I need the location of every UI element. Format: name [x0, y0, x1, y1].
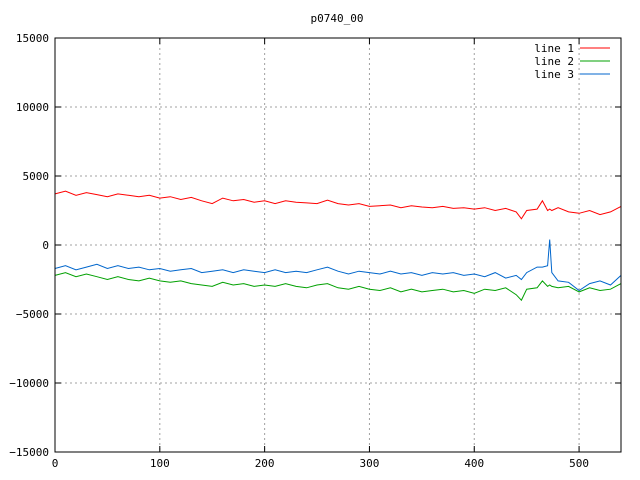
y-tick-label: 0: [42, 239, 49, 252]
y-tick-label: −10000: [9, 377, 49, 390]
y-tick-label: 15000: [16, 32, 49, 45]
y-tick-label: 10000: [16, 101, 49, 114]
legend-label-line-1: line 1: [534, 42, 574, 55]
axis-ticks: 0 100 200 300 400 500 −15000 −10000 −5000 0 5000 10…: [9, 32, 621, 470]
chart-title: p0740_00: [311, 12, 364, 25]
x-tick-label: 200: [255, 457, 275, 470]
series-line-1: [54, 190, 622, 220]
y-tick-label: −5000: [16, 308, 49, 321]
x-tick-label: 300: [360, 457, 380, 470]
y-tick-label: 5000: [23, 170, 50, 183]
legend-label-line-2: line 2: [534, 55, 574, 68]
legend-label-line-3: line 3: [534, 68, 574, 81]
series-line-3: [54, 239, 622, 292]
y-tick-label: −15000: [9, 446, 49, 459]
series-lines: [54, 190, 622, 302]
legend: line 1 line 2 line 3: [534, 42, 610, 81]
x-tick-label: 500: [569, 457, 589, 470]
x-tick-label: 400: [464, 457, 484, 470]
series-line-2: [54, 272, 622, 302]
x-tick-label: 100: [150, 457, 170, 470]
grid-lines: [55, 38, 621, 452]
x-tick-label: 0: [52, 457, 59, 470]
